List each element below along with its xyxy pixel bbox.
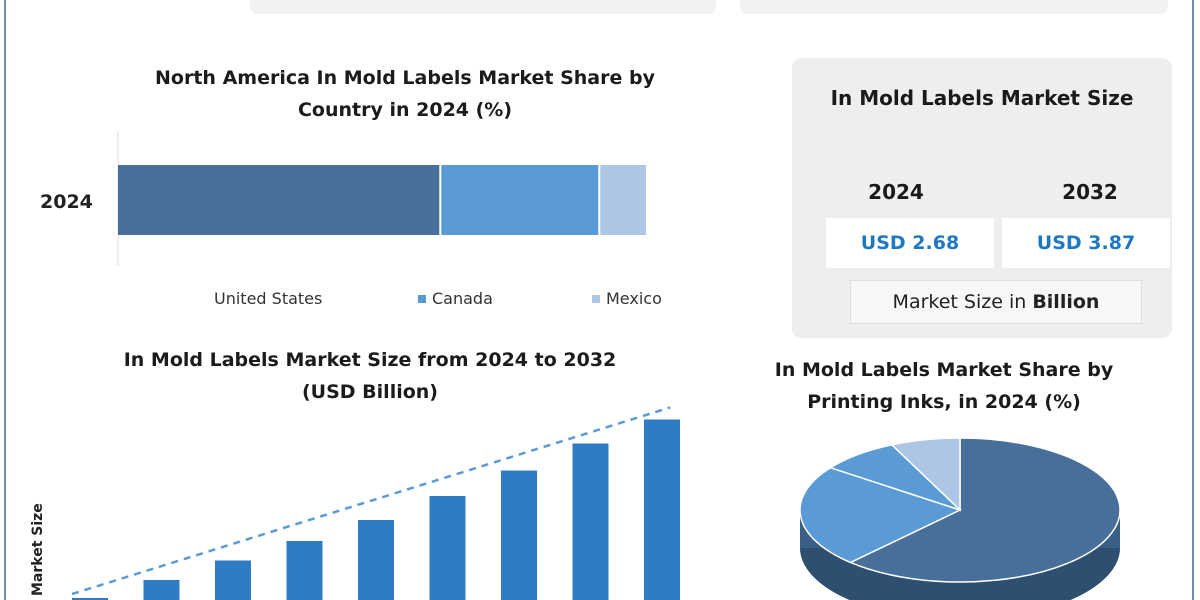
legend-item-mexico: Mexico bbox=[592, 289, 662, 308]
country-chart-title-line2: Country in 2024 (%) bbox=[297, 99, 513, 121]
growth-bar-2028 bbox=[358, 520, 394, 600]
pie-slice-1 bbox=[848, 437, 1121, 583]
legend-swatch bbox=[418, 294, 426, 303]
inks-pie-slices bbox=[799, 437, 1121, 600]
growth-bar-chart: Market Size bbox=[30, 406, 680, 600]
market-size-unit-bold: Billion bbox=[1032, 291, 1100, 313]
pie-slice-2 bbox=[799, 466, 963, 564]
market-size-card-title: In Mold Labels Market Size bbox=[830, 86, 1134, 110]
top-card-left bbox=[250, 0, 716, 14]
country-chart-bars bbox=[118, 165, 646, 235]
stacked-segment-canada bbox=[441, 165, 599, 235]
growth-bar-2030 bbox=[501, 470, 537, 600]
market-size-unit-prefix: Market Size in bbox=[892, 291, 1033, 313]
growth-chart-title-line2: (USD Billion) bbox=[302, 381, 438, 403]
legend-item-canada: Canada bbox=[418, 289, 493, 308]
growth-bar-2026 bbox=[215, 560, 251, 600]
frame-left-border bbox=[4, 0, 6, 600]
growth-chart-title-line1: In Mold Labels Market Size from 2024 to … bbox=[123, 349, 617, 371]
growth-bar-2032 bbox=[644, 419, 680, 600]
frame-right-border bbox=[1192, 0, 1194, 600]
inks-chart-title: In Mold Labels Market Share by Printing … bbox=[742, 354, 1146, 418]
growth-bar-2024 bbox=[72, 598, 108, 600]
legend-label: Canada bbox=[432, 289, 493, 308]
inks-chart-title-line2: Printing Inks, in 2024 (%) bbox=[807, 391, 1081, 413]
market-size-unit-box: Market Size in Billion bbox=[850, 280, 1142, 324]
market-size-year-2032: 2032 bbox=[1062, 180, 1118, 204]
stacked-segment-united-states bbox=[118, 165, 440, 235]
stacked-segment-mexico bbox=[600, 165, 646, 235]
growth-chart-trendline bbox=[71, 406, 671, 596]
inks-chart-title-line1: In Mold Labels Market Share by bbox=[774, 359, 1114, 381]
pie-slice-4 bbox=[890, 437, 961, 512]
growth-bar-2031 bbox=[572, 443, 609, 600]
inks-pie-chart bbox=[799, 437, 1121, 600]
country-chart-title: North America In Mold Labels Market Shar… bbox=[100, 62, 710, 126]
growth-bar-2027 bbox=[286, 541, 323, 600]
market-size-card: In Mold Labels Market Size 2024 2032 USD… bbox=[792, 58, 1172, 338]
growth-bar-2025 bbox=[143, 580, 180, 600]
country-stacked-bar-chart: 2024 bbox=[40, 132, 646, 266]
market-size-value-2032: USD 3.87 bbox=[1002, 218, 1170, 268]
legend-item-united-states: United States bbox=[200, 289, 322, 308]
market-size-value-2024: USD 2.68 bbox=[826, 218, 994, 268]
country-chart-category-label: 2024 bbox=[40, 191, 93, 213]
legend-label: United States bbox=[214, 289, 323, 308]
growth-chart-title: In Mold Labels Market Size from 2024 to … bbox=[70, 344, 670, 408]
growth-chart-bars bbox=[72, 419, 680, 600]
legend-swatch bbox=[200, 294, 208, 303]
legend-swatch bbox=[592, 294, 600, 303]
growth-chart-ylabel: Market Size bbox=[30, 503, 46, 596]
growth-bar-2029 bbox=[429, 496, 466, 600]
legend-label: Mexico bbox=[606, 289, 662, 308]
market-size-year-2024: 2024 bbox=[868, 180, 924, 204]
top-card-right bbox=[740, 0, 1168, 14]
country-chart-title-line1: North America In Mold Labels Market Shar… bbox=[155, 67, 655, 89]
